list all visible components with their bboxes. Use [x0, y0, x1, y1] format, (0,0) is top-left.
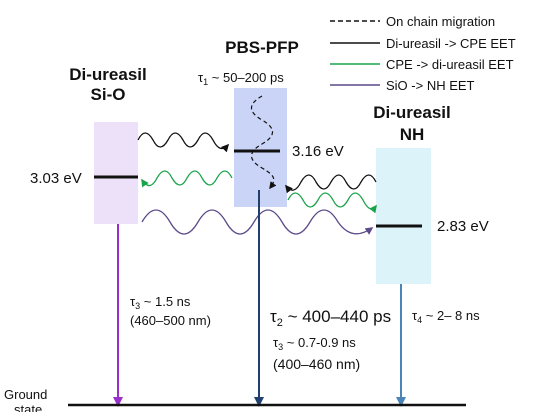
energy-label-left: 3.03 eV	[30, 170, 82, 187]
tau3-left-range: (460–500 nm)	[130, 313, 211, 328]
tau1-label: τ1 ~ 50–200 ps	[198, 70, 284, 87]
tau3-left-label: τ3 ~ 1.5 ns	[130, 294, 191, 311]
eet-ureasil-to-cpe-right-arrow	[285, 174, 377, 194]
level-box-left	[94, 122, 138, 224]
species-left-group: Si-O	[91, 85, 126, 104]
tau2-label: τ2 ~ 400–440 ps	[270, 307, 391, 329]
energy-label-right: 2.83 eV	[437, 218, 489, 235]
species-left-name: Di-ureasil	[69, 65, 146, 84]
level-box-right	[376, 148, 431, 284]
eet-ureasil-to-cpe-left-arrow	[137, 132, 230, 153]
ground-state-label-line2: state	[14, 402, 42, 412]
eet-sio-to-nh-arrow	[141, 209, 374, 235]
tau4-label: τ4 ~ 2– 8 ns	[412, 308, 480, 325]
legend-label-ureasil-cpe: Di-ureasil -> CPE EET	[386, 36, 516, 51]
legend-label-cpe-ureasil: CPE -> di-ureasil EET	[386, 57, 514, 72]
level-box-middle	[234, 88, 287, 207]
ground-state-label: Ground	[4, 387, 47, 402]
legend-label-sio-nh: SiO -> NH EET	[386, 78, 475, 93]
legend-label-on-chain: On chain migration	[386, 14, 495, 29]
eet-cpe-to-ureasil-right-arrow	[287, 192, 377, 214]
energy-label-middle: 3.16 eV	[292, 143, 344, 160]
species-right-name: Di-ureasil	[373, 103, 450, 122]
tau3-middle-label: τ3 ~ 0.7-0.9 ns	[273, 335, 356, 352]
eet-cpe-to-ureasil-left-arrow	[141, 170, 233, 188]
species-middle-name: PBS-PFP	[225, 38, 299, 57]
tau3-middle-range: (400–460 nm)	[273, 356, 360, 372]
species-right-group: NH	[400, 125, 425, 144]
legend: On chain migration Di-ureasil -> CPE EET…	[330, 14, 516, 93]
on-chain-migration-arrow	[250, 95, 277, 190]
